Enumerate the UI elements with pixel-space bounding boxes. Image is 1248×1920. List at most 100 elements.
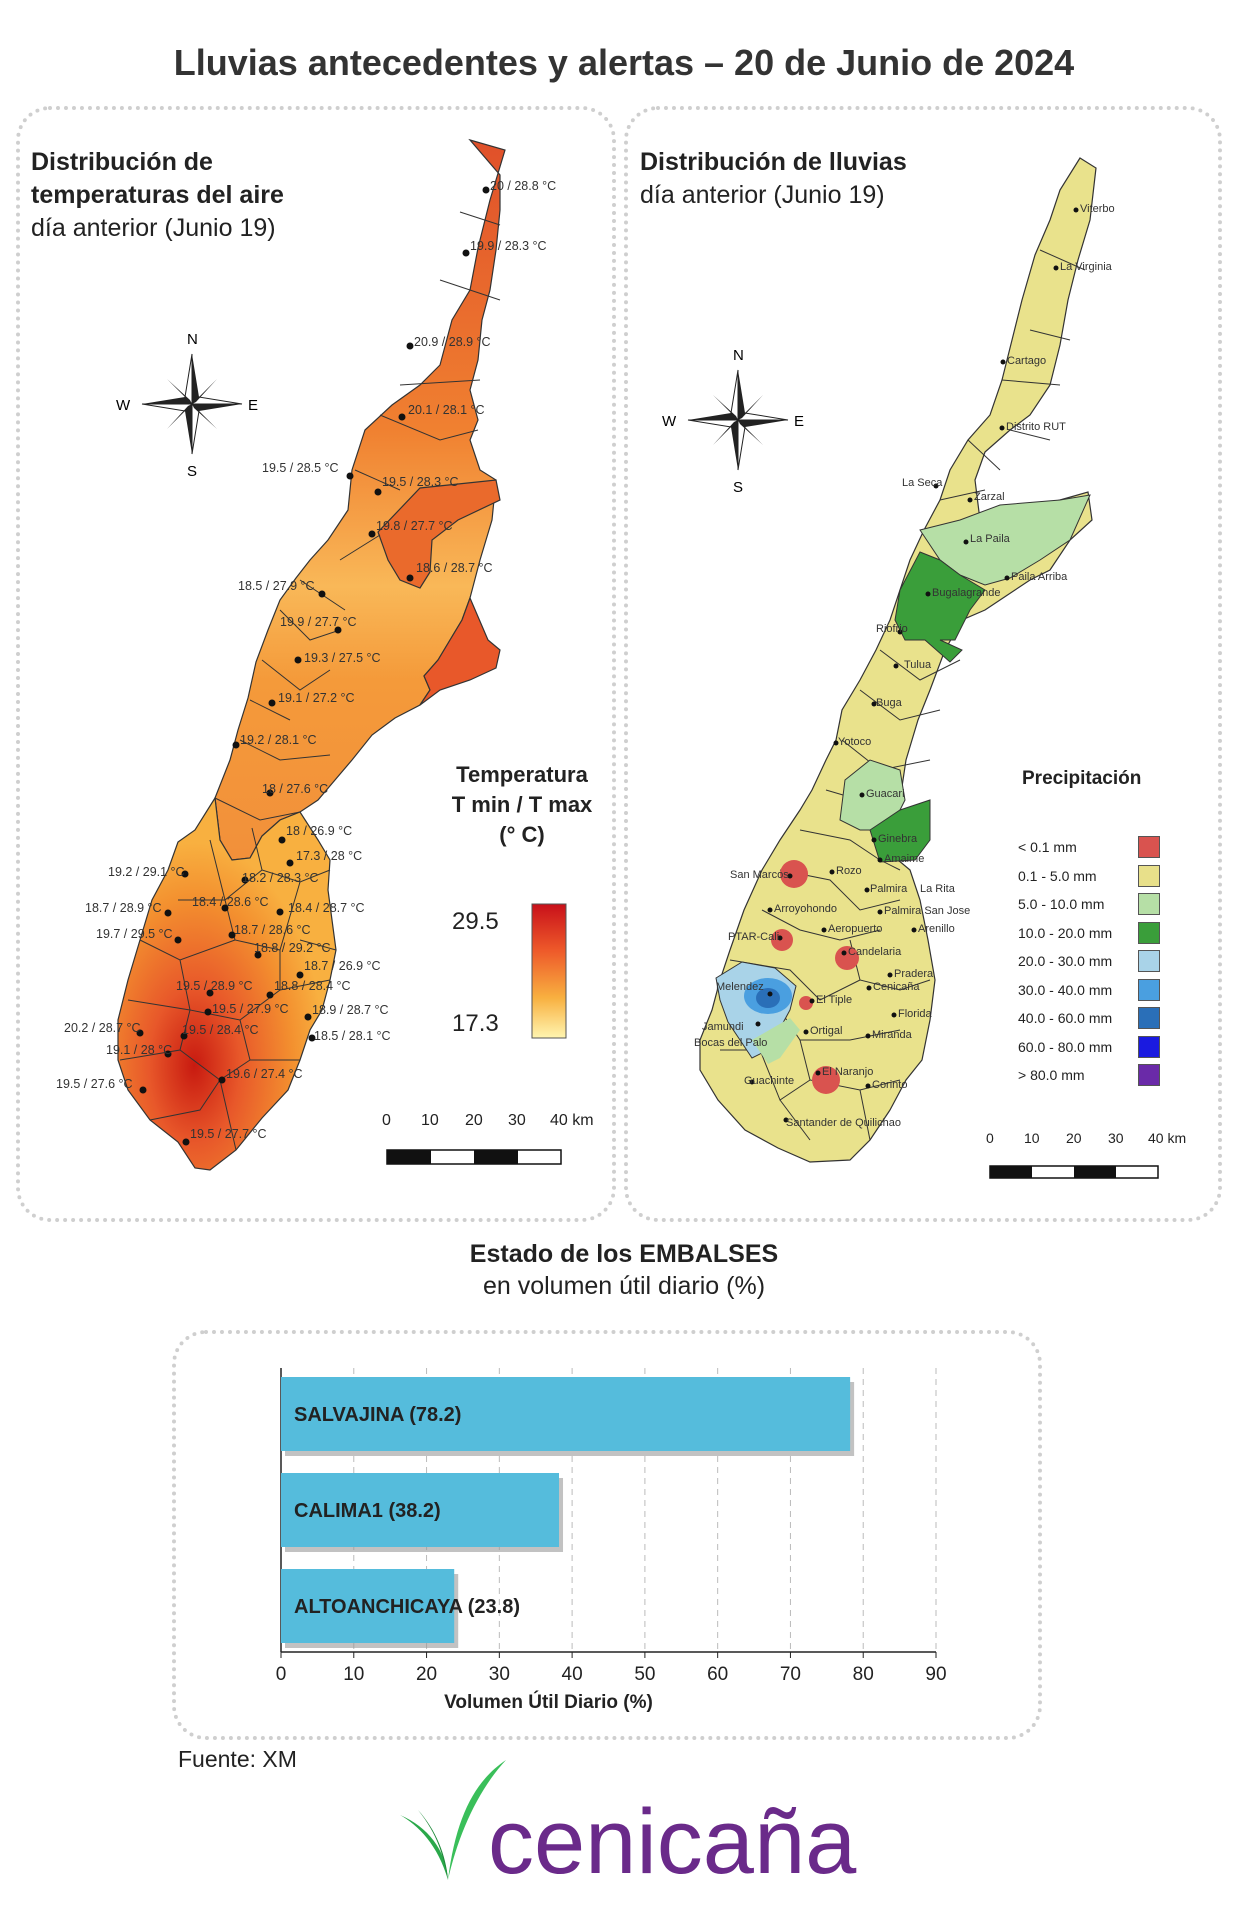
station-label: 18.8 / 29.2 °C xyxy=(254,941,331,955)
rain-zone-dry xyxy=(780,860,808,888)
place-label: La Virginia xyxy=(1060,261,1113,273)
station-label: 18.7 / 26.9 °C xyxy=(304,959,381,973)
precipitation-legend-label: 20.0 - 30.0 mm xyxy=(1018,953,1113,969)
x-tick-label: 50 xyxy=(634,1664,655,1685)
temperature-map: 20 / 28.8 °C 19.9 / 28.3 °C 20.9 / 28.9 … xyxy=(56,138,567,1171)
precipitation-legend-swatch xyxy=(1138,1035,1160,1058)
compass-rose-icon: N S E W xyxy=(662,347,804,496)
station-label: 18.2 / 28.3 °C xyxy=(242,871,319,885)
place-label: Tulua xyxy=(904,659,932,671)
rain-panel xyxy=(624,106,1222,1222)
scale-label: 20 xyxy=(465,1112,483,1129)
reservoirs-subtitle: en volumen útil diario (%) xyxy=(482,1272,766,1300)
place-label: Florida xyxy=(898,1008,933,1020)
place-label: La Rita xyxy=(920,883,956,895)
station-label: 18.4 / 28.6 °C xyxy=(192,895,269,909)
place-label: Rozo xyxy=(836,865,862,877)
precipitation-legend-swatch xyxy=(1138,864,1160,887)
place-label: Guachinte xyxy=(744,1075,794,1087)
station-label: 19.1 / 28 °C xyxy=(106,1043,172,1057)
station-label: 19.9 / 27.7 °C xyxy=(280,615,357,629)
place-label: Guacari xyxy=(866,788,905,800)
x-tick-label: 40 xyxy=(562,1664,583,1685)
precipitation-legend-label: > 80.0 mm xyxy=(1018,1067,1085,1083)
rain-zone-10-20 xyxy=(894,551,986,663)
compass-rose-icon: N S E W xyxy=(116,331,258,480)
x-tick-label: 20 xyxy=(416,1664,437,1685)
station-label: 19.7 / 29.5 °C xyxy=(96,927,173,941)
place-label: Palmira xyxy=(870,883,908,895)
place-label: Arroyohondo xyxy=(774,903,837,915)
precipitation-legend-swatch xyxy=(1138,836,1160,858)
place-label: Bocas del Palo xyxy=(694,1037,767,1049)
x-tick-label: 10 xyxy=(343,1664,364,1685)
place-label: Buga xyxy=(876,697,903,709)
compass-s: S xyxy=(187,463,197,480)
bar xyxy=(281,1473,560,1547)
place-label: Santander de Quilichao xyxy=(786,1117,901,1129)
place-label: Distrito RUT xyxy=(1006,421,1066,433)
precipitation-legend-label: 5.0 - 10.0 mm xyxy=(1018,896,1105,912)
place-label: San Marcos xyxy=(730,869,789,881)
bar-label: CALIMA1 (38.2) xyxy=(294,1500,441,1522)
precipitation-legend-swatch xyxy=(1138,1007,1160,1029)
precipitation-legend-swatch xyxy=(1138,893,1160,915)
temperature-legend-max: 29.5 xyxy=(452,908,499,935)
compass-w: W xyxy=(116,397,131,414)
rain-place-labels: Viterbo La Virginia Cartago Distrito RUT… xyxy=(694,203,1115,1129)
compass-w: W xyxy=(662,413,677,430)
x-tick-label: 80 xyxy=(853,1664,874,1685)
precipitation-legend-swatch xyxy=(1138,1064,1160,1086)
compass-n: N xyxy=(187,331,198,348)
temperature-map-east-arm xyxy=(419,596,501,706)
station-label: 18.9 / 28.7 °C xyxy=(312,1003,389,1017)
x-tick-label: 60 xyxy=(707,1664,728,1685)
place-label: Corinto xyxy=(872,1079,907,1091)
place-label: Pradera xyxy=(894,968,934,980)
station-label: 18.8 / 28.4 °C xyxy=(274,979,351,993)
station-label: 18.7 / 28.9 °C xyxy=(85,901,162,915)
place-label: Cenicaña xyxy=(873,981,920,993)
station-label: 19.5 / 28.9 °C xyxy=(176,979,253,993)
temperature-legend-bar xyxy=(531,903,567,1039)
page-title: Lluvias antecedentes y alertas – 20 de J… xyxy=(173,42,1075,83)
place-label: Aeropuerto xyxy=(828,923,882,935)
place-label: PTAR-Cali xyxy=(728,931,779,943)
rain-zone-dry xyxy=(771,929,793,951)
rain-place-points xyxy=(749,207,1079,1123)
rain-zone-dry xyxy=(799,996,813,1010)
place-label: Melendez xyxy=(716,981,764,993)
station-label: 19.1 / 27.2 °C xyxy=(278,691,355,705)
x-axis-label: Volumen Útil Diario (%) xyxy=(444,1691,653,1713)
temperature-map-east-lobe xyxy=(377,479,501,589)
place-label: La Seca xyxy=(902,477,943,489)
cenicana-logo-text: cenicaña xyxy=(488,1791,857,1893)
place-label: El Naranjo xyxy=(822,1066,873,1078)
station-label: 18 / 27.6 °C xyxy=(262,782,328,796)
station-label: 19.5 / 28.5 °C xyxy=(262,461,339,475)
precipitation-legend-label: 40.0 - 60.0 mm xyxy=(1018,1010,1113,1026)
place-label: El Tiple xyxy=(816,994,852,1006)
station-label: 18.6 / 28.7 °C xyxy=(416,561,493,575)
compass-e: E xyxy=(248,397,258,414)
x-tick-label: 70 xyxy=(780,1664,801,1685)
scale-label: 40 km xyxy=(550,1112,594,1129)
station-label: 19.5 / 28.4 °C xyxy=(182,1023,259,1037)
station-label: 18 / 26.9 °C xyxy=(286,824,352,838)
station-label: 19.6 / 27.4 °C xyxy=(226,1067,303,1081)
place-label: Palmira San Jose xyxy=(884,905,970,917)
place-label: Bugalagrande xyxy=(932,587,1001,599)
precipitation-legend-label: 60.0 - 80.0 mm xyxy=(1018,1038,1113,1055)
station-label: 20.9 / 28.9 °C xyxy=(414,335,491,349)
scale-label: 40 km xyxy=(1148,1130,1187,1146)
station-label: 19.5 / 27.9 °C xyxy=(212,1002,289,1016)
station-label: 18.5 / 28.1 °C xyxy=(314,1029,391,1043)
rain-zone-dark-blue xyxy=(756,988,780,1008)
scale-label: 30 xyxy=(1108,1130,1124,1146)
bar xyxy=(281,1569,455,1643)
place-label: Miranda xyxy=(872,1029,913,1041)
place-label: Viterbo xyxy=(1080,203,1115,215)
place-label: Candelaria xyxy=(848,946,902,958)
station-label: 18.5 / 27.9 °C xyxy=(238,579,315,593)
